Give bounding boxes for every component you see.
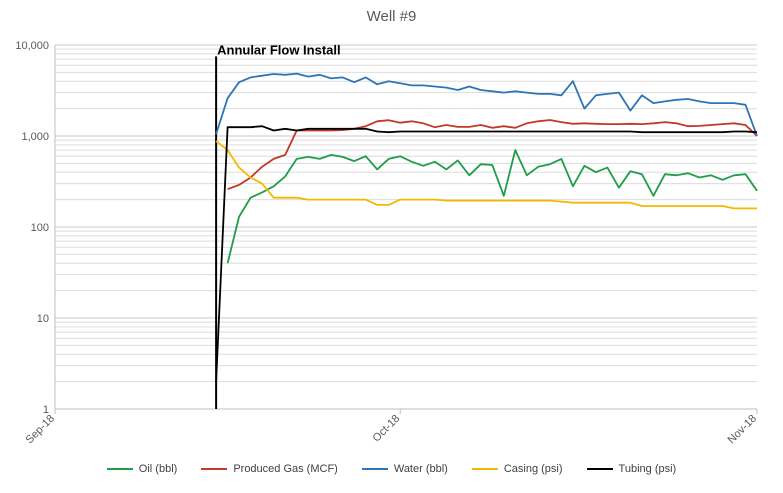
legend-swatch bbox=[586, 468, 613, 470]
series-line-2 bbox=[227, 119, 758, 191]
y-tick-label: 1 bbox=[43, 404, 49, 416]
y-tick-label: 100 bbox=[31, 222, 49, 234]
chart-legend: Oil (bbl) Produced Gas (MCF) Water (bbl) Ca… bbox=[0, 463, 783, 475]
legend-item: Produced Gas (MCF) bbox=[201, 463, 338, 475]
legend-label: Water (bbl) bbox=[393, 463, 448, 475]
y-tick-label: 10,000 bbox=[15, 40, 49, 52]
y-tick-label: 1,000 bbox=[21, 131, 49, 143]
legend-item: Water (bbl) bbox=[361, 463, 448, 475]
legend-item: Casing (psi) bbox=[471, 463, 563, 475]
legend-label: Casing (psi) bbox=[503, 463, 563, 475]
y-tick-label: 10 bbox=[37, 313, 49, 325]
legend-swatch bbox=[361, 468, 388, 470]
legend-item: Tubing (psi) bbox=[586, 463, 677, 475]
legend-label: Oil (bbl) bbox=[138, 463, 178, 475]
legend-label: Tubing (psi) bbox=[618, 463, 677, 475]
legend-item: Oil (bbl) bbox=[106, 463, 178, 475]
series-line-4 bbox=[215, 140, 757, 210]
annotation-label: Annular Flow Install bbox=[217, 42, 341, 57]
x-tick-label: Sep-18 bbox=[24, 413, 58, 447]
series-line-5 bbox=[215, 125, 758, 382]
legend-label: Produced Gas (MCF) bbox=[233, 463, 338, 475]
x-tick-label: Oct-18 bbox=[371, 413, 403, 445]
legend-swatch bbox=[471, 468, 498, 470]
legend-swatch bbox=[106, 468, 133, 470]
legend-swatch bbox=[201, 468, 228, 470]
x-tick-label: Nov-18 bbox=[726, 413, 760, 447]
chart-title: Well #9 bbox=[366, 8, 417, 25]
series-line-1 bbox=[226, 149, 758, 264]
series-line-3 bbox=[215, 72, 758, 137]
